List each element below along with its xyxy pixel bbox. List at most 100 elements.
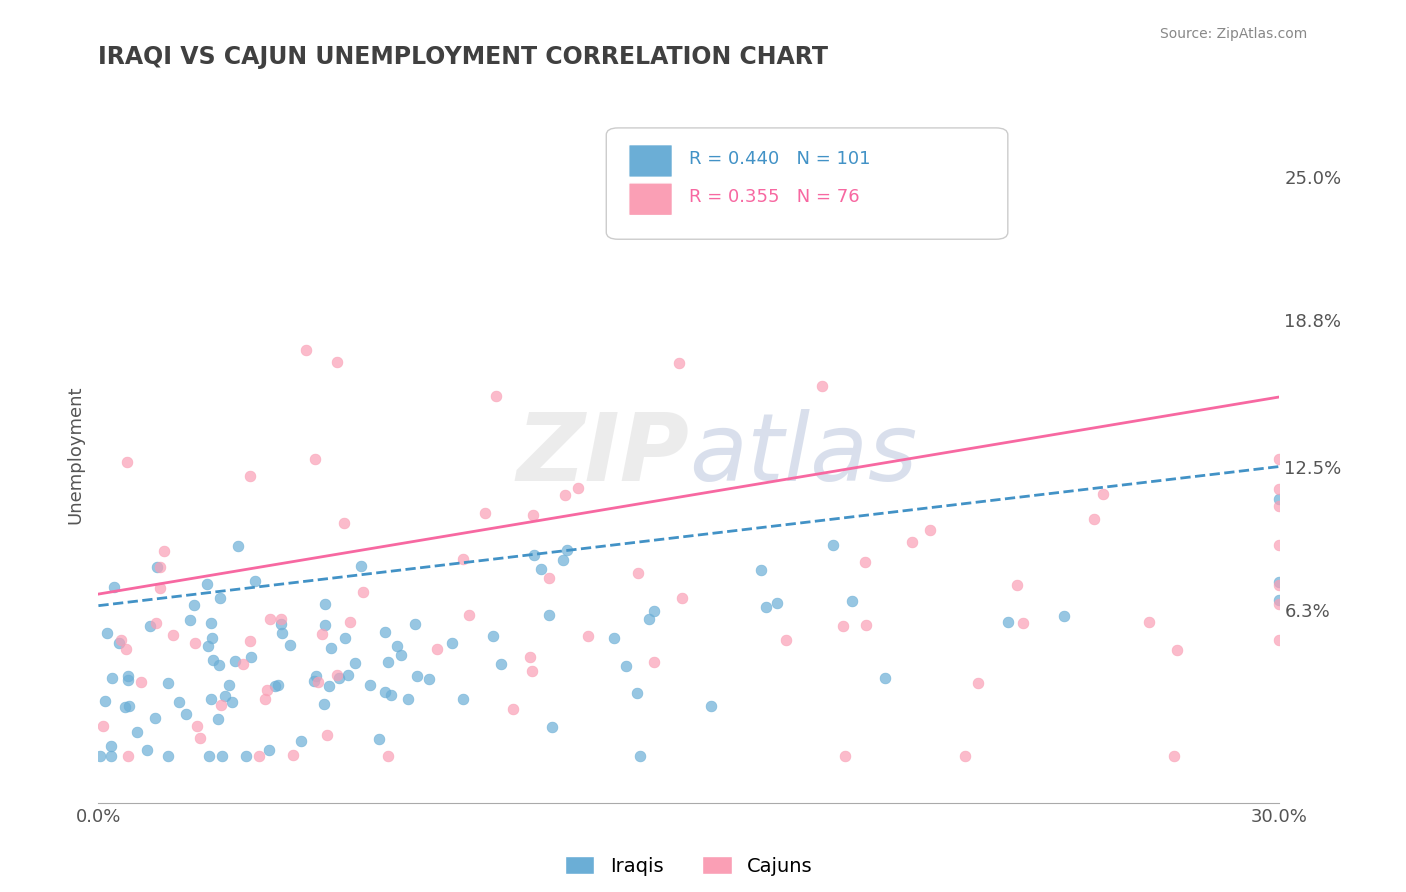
Point [139,619,162,633]
Point [1268,499,1291,513]
Point [195,577,218,591]
Point [671,591,693,605]
Point [117,673,139,687]
Point [257,743,280,757]
Point [404,616,426,631]
Point [451,692,474,706]
Point [821,538,844,552]
Point [149,581,172,595]
Point [305,669,328,683]
Point [115,642,138,657]
Point [638,612,661,626]
Point [319,640,342,655]
Point [131,674,153,689]
Point [834,749,856,764]
FancyBboxPatch shape [606,128,1008,239]
Point [1011,616,1033,631]
Point [266,678,288,692]
Point [1005,578,1028,592]
Point [89,749,111,764]
Point [339,615,361,629]
Point [207,713,229,727]
Point [967,676,990,690]
Point [149,560,172,574]
Point [626,686,648,700]
Point [918,523,941,537]
Point [256,682,278,697]
Point [522,664,544,678]
Point [197,639,219,653]
Point [1268,451,1291,466]
Point [377,655,399,669]
Point [1268,633,1291,648]
Point [314,597,336,611]
Text: atlas: atlas [689,409,917,500]
Point [426,641,449,656]
Point [162,628,184,642]
Point [318,679,340,693]
Point [167,695,190,709]
Point [530,562,553,576]
Point [602,632,624,646]
Text: ZIP: ZIP [516,409,689,501]
Point [259,612,281,626]
Point [1137,615,1160,629]
Point [270,612,292,626]
Text: IRAQI VS CAJUN UNEMPLOYMENT CORRELATION CHART: IRAQI VS CAJUN UNEMPLOYMENT CORRELATION … [98,45,828,69]
Point [304,451,326,466]
Point [522,508,544,523]
Point [232,657,254,672]
Point [96,626,118,640]
Point [295,343,318,357]
Point [1268,491,1291,506]
Legend: Iraqis, Cajuns: Iraqis, Cajuns [557,848,821,884]
Point [1083,511,1105,525]
Point [201,632,224,646]
Point [406,669,429,683]
Point [352,584,374,599]
Point [567,481,589,495]
Point [522,549,544,563]
Point [333,516,356,530]
Point [614,658,637,673]
Point [485,389,508,403]
Point [240,650,263,665]
Point [125,725,148,739]
Point [226,540,249,554]
Point [643,655,665,669]
Point [453,552,475,566]
Point [239,633,262,648]
Point [537,570,560,584]
Point [576,629,599,643]
Point [100,749,122,764]
Point [359,678,381,692]
Point [440,636,463,650]
Point [457,607,479,622]
Point [775,633,797,648]
Point [749,563,772,577]
Point [145,559,167,574]
Point [832,619,855,633]
Point [1092,487,1115,501]
Point [270,617,292,632]
Point [184,636,207,650]
Point [699,698,721,713]
Point [551,553,574,567]
Point [307,675,329,690]
Point [157,676,180,690]
Point [337,668,360,682]
Point [1268,575,1291,590]
Point [117,668,139,682]
Text: R = 0.440   N = 101: R = 0.440 N = 101 [689,150,870,169]
Point [208,591,231,605]
Point [811,379,834,393]
FancyBboxPatch shape [628,145,672,178]
Point [135,743,157,757]
Point [245,574,267,588]
Point [156,749,179,764]
Point [1268,593,1291,607]
Point [110,632,132,647]
Point [502,701,524,715]
Point [314,618,336,632]
Point [202,653,225,667]
